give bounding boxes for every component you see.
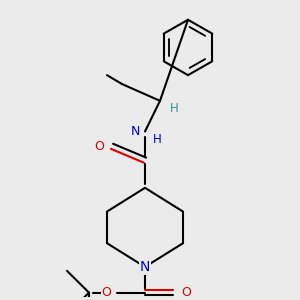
Text: N: N [130, 125, 140, 138]
Text: N: N [140, 260, 150, 274]
Text: O: O [101, 286, 111, 299]
Text: O: O [181, 286, 191, 299]
Text: O: O [94, 140, 104, 153]
Text: H: H [153, 133, 162, 146]
Text: H: H [170, 102, 179, 115]
